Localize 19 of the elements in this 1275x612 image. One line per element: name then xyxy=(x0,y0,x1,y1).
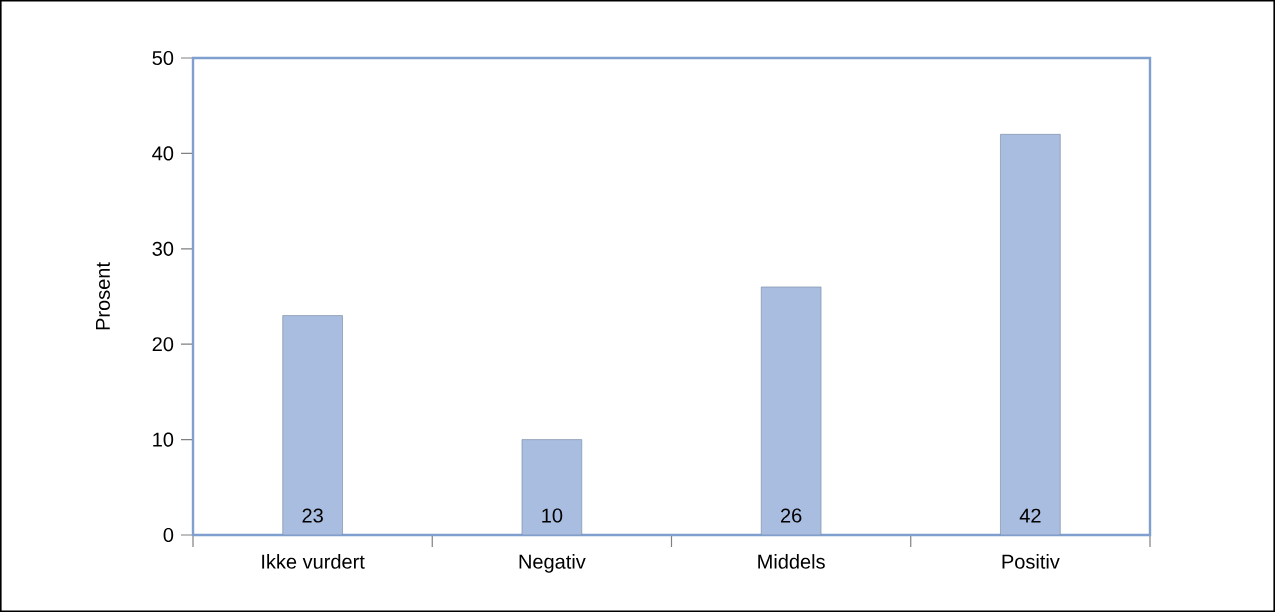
y-tick-label: 10 xyxy=(153,432,174,447)
bar xyxy=(521,439,583,535)
x-tick-label: Middels xyxy=(758,554,825,569)
y-tick-label: 40 xyxy=(152,146,174,161)
bar xyxy=(760,286,822,535)
y-axis-title: Prosent xyxy=(96,262,110,330)
bar xyxy=(1000,134,1061,535)
data-label: 23 xyxy=(302,508,323,523)
data-label: 42 xyxy=(1019,508,1041,523)
bar xyxy=(282,315,343,535)
y-tick-label: 0 xyxy=(163,527,174,543)
y-tick-label: 20 xyxy=(152,337,174,352)
y-tick-label: 30 xyxy=(152,241,174,256)
data-label: 10 xyxy=(542,508,563,523)
x-tick-label: Negativ xyxy=(519,554,586,573)
y-tick-label: 50 xyxy=(152,50,174,66)
x-tick-label: Ikke vurdert xyxy=(262,554,365,569)
data-label: 26 xyxy=(781,508,802,523)
x-tick-label: Positiv xyxy=(1002,554,1060,569)
